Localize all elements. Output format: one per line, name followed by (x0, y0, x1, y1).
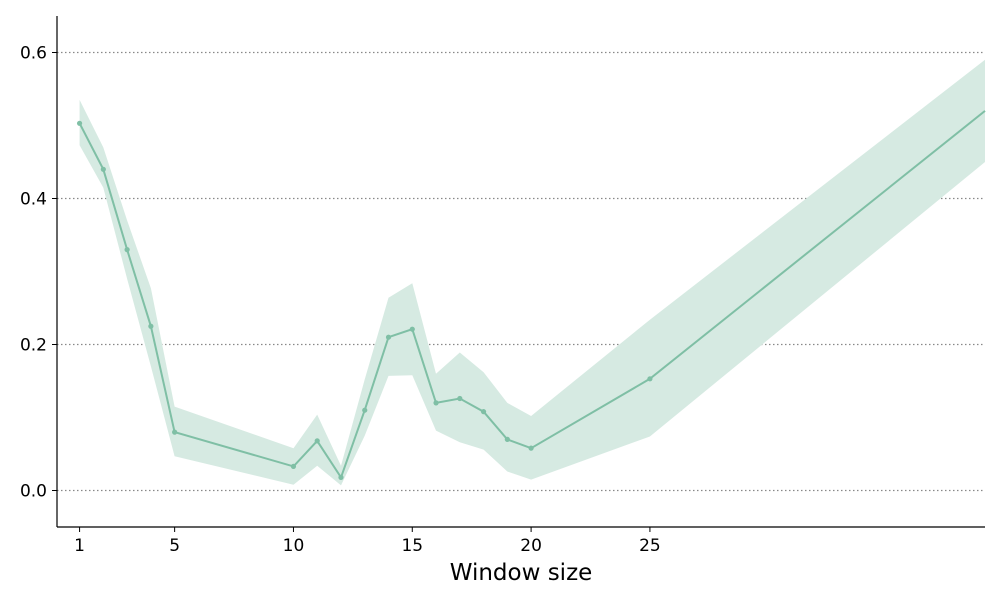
y-tick-label-1: 0.2 (20, 336, 47, 356)
x-tick-label-2: 10 (283, 536, 305, 556)
x-axis-ticks: 1 5 10 15 20 25 (74, 527, 661, 556)
data-point-5 (290, 463, 297, 470)
x-tick-label-4: 20 (520, 536, 542, 556)
axes (56, 16, 985, 528)
data-point-2 (124, 247, 130, 253)
series-line (78, 110, 986, 480)
data-point-13 (480, 409, 487, 415)
data-point-0 (76, 120, 83, 126)
confidence-band (79, 59, 986, 486)
data-point-14 (504, 436, 510, 442)
data-point-9 (385, 334, 392, 340)
data-point-1 (100, 166, 106, 172)
data-point-15 (528, 445, 534, 451)
data-point-16 (647, 376, 653, 382)
y-axis-ticks: 0.0 0.2 0.4 0.6 (20, 44, 57, 502)
data-point-4 (172, 429, 178, 435)
data-point-10 (409, 326, 415, 332)
data-point-12 (457, 395, 463, 402)
data-points (76, 120, 653, 480)
y-tick-label-3: 0.6 (20, 44, 47, 64)
data-point-11 (433, 400, 439, 406)
data-point-7 (338, 474, 344, 480)
x-tick-label-5: 25 (639, 536, 661, 556)
x-tick-label-3: 15 (401, 536, 423, 556)
x-tick-label-0: 1 (74, 536, 85, 556)
y-tick-label-2: 0.4 (20, 190, 47, 210)
data-point-6 (314, 438, 320, 444)
data-point-8 (362, 407, 368, 413)
y-tick-label-0: 0.0 (20, 482, 47, 502)
data-point-3 (148, 323, 154, 329)
x-axis-title: Window size (450, 560, 593, 586)
x-tick-label-1: 5 (169, 536, 180, 556)
